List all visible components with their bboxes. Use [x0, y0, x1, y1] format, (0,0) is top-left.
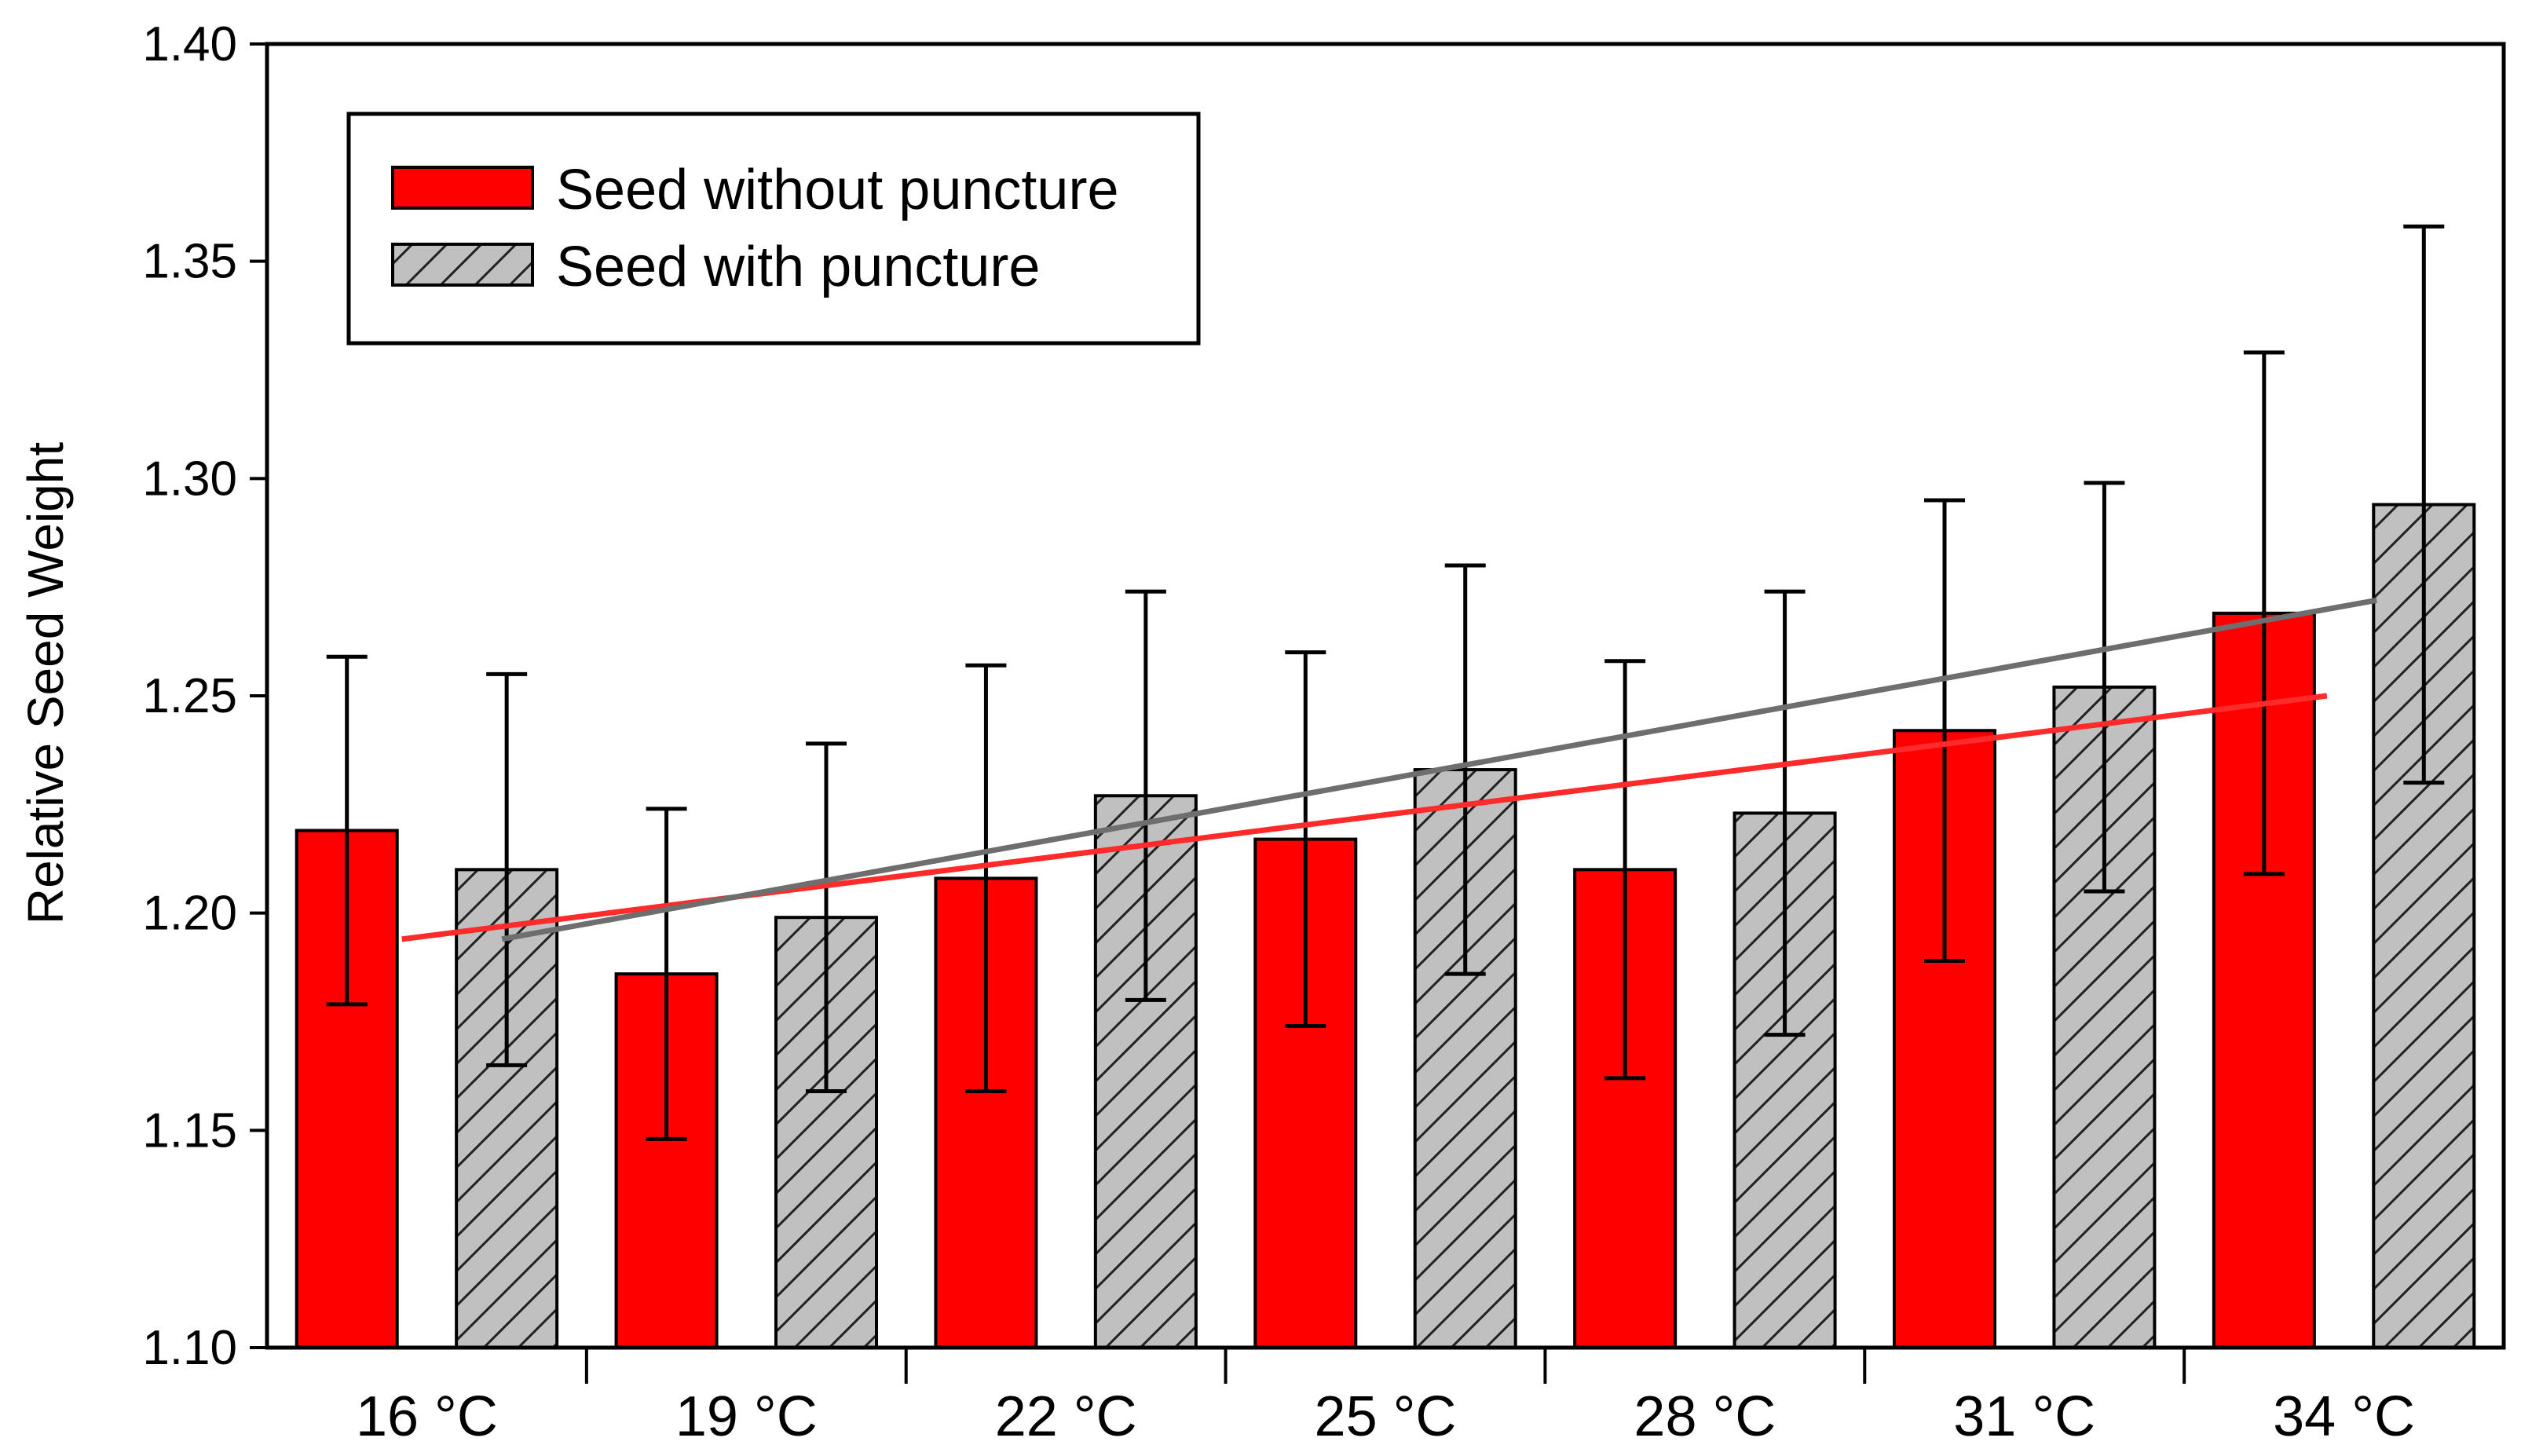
x-category-label: 22 °C — [995, 1385, 1137, 1448]
x-category-label: 19 °C — [675, 1385, 818, 1448]
x-category-label: 25 °C — [1315, 1385, 1457, 1448]
legend-swatch-without-puncture — [391, 166, 534, 210]
legend-swatch-with-puncture — [391, 243, 534, 287]
y-axis-label: Relative Seed Weight — [17, 442, 74, 925]
bar-with-puncture — [455, 868, 559, 1350]
plot-frame — [265, 42, 2506, 1350]
bars — [295, 503, 2476, 1350]
y-tick-label: 1.35 — [142, 235, 237, 289]
y-tick-label: 1.20 — [142, 887, 237, 941]
legend-box — [346, 112, 1201, 346]
legend: Seed without puncture Seed with puncture — [346, 112, 1201, 346]
y-tick-label: 1.40 — [142, 17, 237, 71]
x-category-label: 31 °C — [1953, 1385, 2095, 1448]
y-tick-label: 1.30 — [142, 452, 237, 506]
x-axis: 16 °C 19 °C 22 °C 25 °C 28 °C 31 °C 34 °C — [356, 1348, 2415, 1448]
x-category-label: 28 °C — [1634, 1385, 1776, 1448]
trend-line-with-puncture — [501, 597, 2377, 942]
x-category-label: 34 °C — [2273, 1385, 2415, 1448]
error-bars — [326, 224, 2445, 1141]
x-category-label: 16 °C — [356, 1385, 498, 1448]
y-tick-label: 1.15 — [142, 1103, 237, 1158]
bar-without-puncture — [2212, 611, 2316, 1349]
y-tick-label: 1.25 — [142, 669, 237, 723]
legend-label-with-puncture: Seed with puncture — [556, 236, 1040, 298]
y-tick-label: 1.10 — [142, 1321, 237, 1375]
trend-lines — [401, 597, 2377, 942]
legend-label-without-puncture: Seed without puncture — [556, 159, 1118, 221]
y-axis-ticks: 1.10 1.15 1.20 1.25 1.30 1.35 1.40 — [142, 17, 267, 1375]
